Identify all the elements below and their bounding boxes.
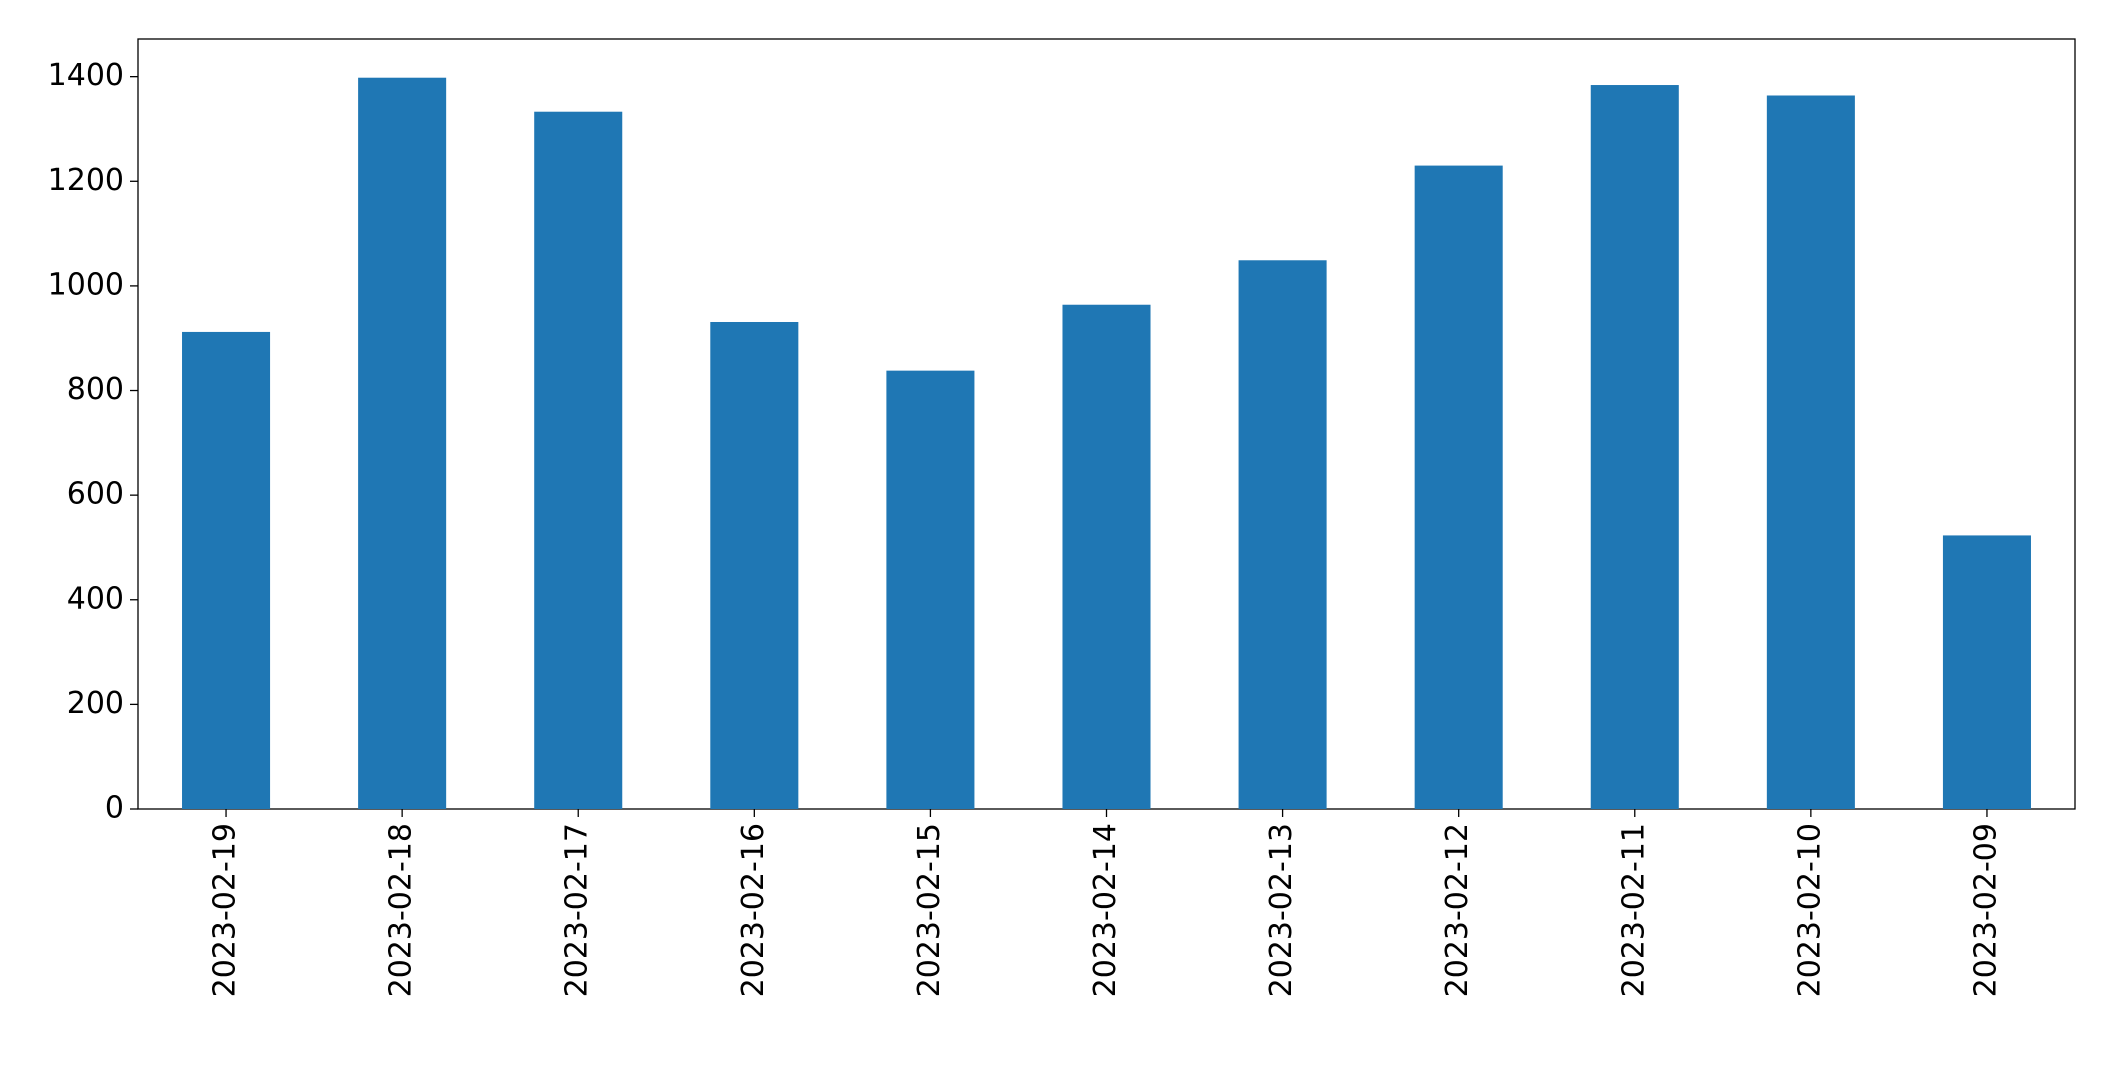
bar — [710, 321, 799, 809]
y-tick-label: 1200 — [48, 163, 124, 198]
y-tick-label: 600 — [67, 477, 124, 512]
bar — [534, 111, 623, 810]
x-tick-label: 2023-02-13 — [1264, 823, 1299, 997]
x-tick-label: 2023-02-11 — [1616, 823, 1651, 997]
y-tick-label: 1000 — [48, 267, 124, 302]
x-tick-label: 2023-02-14 — [1088, 823, 1123, 997]
bar — [1590, 85, 1679, 810]
bar — [182, 331, 271, 809]
bar — [886, 370, 975, 809]
x-tick-label: 2023-02-19 — [208, 823, 243, 997]
bar — [1414, 165, 1503, 810]
x-tick-label: 2023-02-17 — [560, 823, 595, 997]
x-tick-label: 2023-02-10 — [1792, 823, 1827, 997]
y-tick-label: 0 — [105, 791, 124, 826]
x-tick-label: 2023-02-15 — [912, 823, 947, 997]
y-tick-label: 1400 — [48, 58, 124, 93]
x-tick-label: 2023-02-09 — [1968, 823, 2003, 997]
y-tick-label: 400 — [67, 581, 124, 616]
x-tick-label: 2023-02-16 — [736, 823, 771, 997]
x-tick-label: 2023-02-18 — [384, 823, 419, 997]
bar — [1766, 95, 1855, 809]
y-tick-label: 800 — [67, 372, 124, 407]
bar — [1942, 535, 2031, 809]
bar — [1062, 304, 1151, 809]
y-tick-label: 200 — [67, 686, 124, 721]
bar — [1238, 260, 1327, 809]
x-tick-label: 2023-02-12 — [1440, 823, 1475, 997]
bar — [358, 77, 447, 810]
